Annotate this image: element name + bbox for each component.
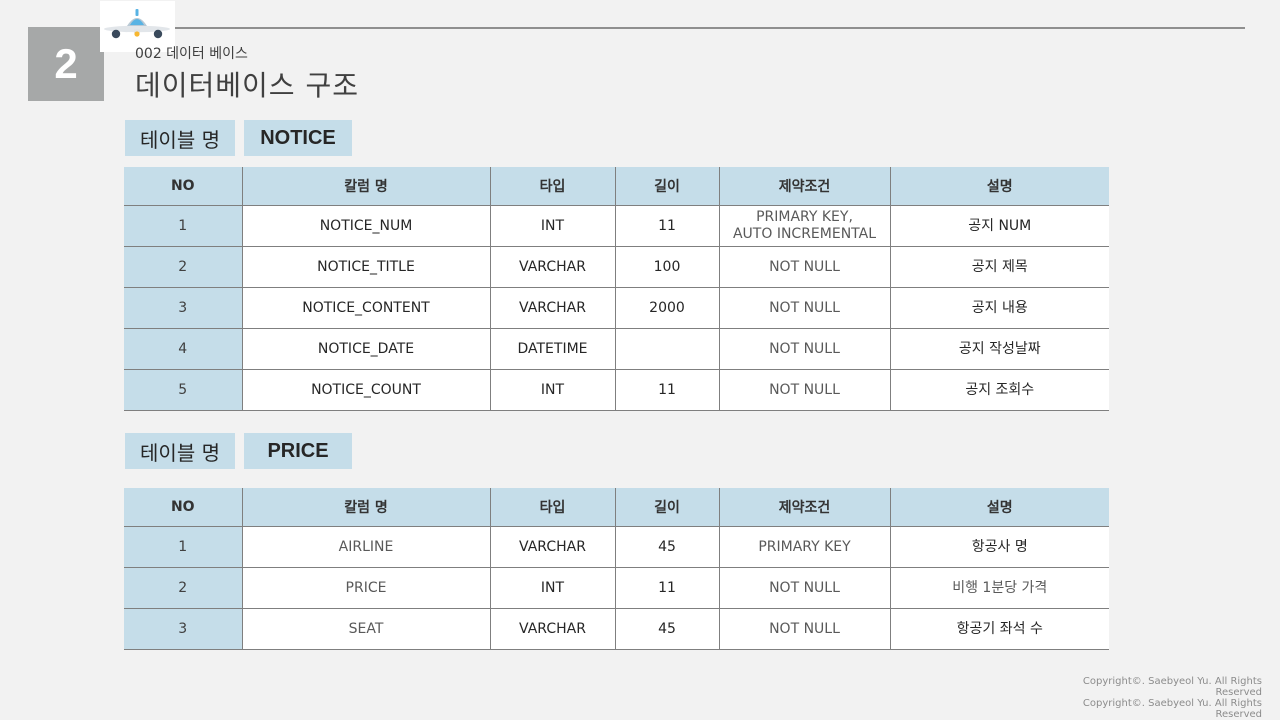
notice-table: NO 칼럼 명 타입 길이 제약조건 설명 1 NOTICE_NUM INT 1… [124,167,1109,411]
cell-type: DATETIME [489,328,615,370]
cell-constraint: NOT NULL [718,287,890,329]
col-header-type: 타입 [489,488,615,527]
table-row: 2 PRICE INT 11 NOT NULL 비행 1분당 가격 [124,567,1109,609]
col-header-constraint: 제약조건 [718,167,890,206]
cell-no: 2 [124,567,242,609]
cell-no: 3 [124,608,242,650]
cell-column: AIRLINE [241,526,490,568]
cell-type: VARCHAR [489,246,615,288]
cell-column: PRICE [241,567,490,609]
section-subtitle: 002 데이터 베이스 [135,46,248,62]
cell-no: 5 [124,369,242,411]
page-title: 데이터베이스 구조 [135,69,359,102]
col-header-column: 칼럼 명 [241,167,490,206]
cell-constraint: NOT NULL [718,608,890,650]
col-header-constraint: 제약조건 [718,488,890,527]
cell-description: 항공기 좌석 수 [889,608,1109,650]
cell-length [614,328,719,370]
cell-constraint: PRIMARY KEY, AUTO INCREMENTAL [718,205,890,247]
cell-length: 11 [614,567,719,609]
table-label: 테이블 명 [125,120,235,156]
cell-column: NOTICE_COUNT [241,369,490,411]
cell-no: 3 [124,287,242,329]
cell-column: NOTICE_NUM [241,205,490,247]
cell-type: INT [489,205,615,247]
cell-length: 45 [614,608,719,650]
cell-constraint: PRIMARY KEY [718,526,890,568]
cell-column: NOTICE_CONTENT [241,287,490,329]
table-name-notice: NOTICE [244,120,352,156]
logo [100,1,175,52]
cell-description: 공지 제목 [889,246,1109,288]
top-divider [104,27,1245,29]
col-header-type: 타입 [489,167,615,206]
table-row: 5 NOTICE_COUNT INT 11 NOT NULL 공지 조회수 [124,369,1109,411]
cell-constraint: NOT NULL [718,369,890,411]
cell-description: 공지 작성날짜 [889,328,1109,370]
col-header-description: 설명 [889,488,1109,527]
cell-no: 1 [124,526,242,568]
cell-column: NOTICE_DATE [241,328,490,370]
airplane-icon [104,9,170,39]
table-name-price: PRICE [244,433,352,469]
cell-type: VARCHAR [489,526,615,568]
table-header-row: NO 칼럼 명 타입 길이 제약조건 설명 [124,488,1109,527]
cell-type: INT [489,369,615,411]
cell-no: 2 [124,246,242,288]
price-table: NO 칼럼 명 타입 길이 제약조건 설명 1 AIRLINE VARCHAR … [124,488,1109,650]
table-header-row: NO 칼럼 명 타입 길이 제약조건 설명 [124,167,1109,206]
cell-length: 45 [614,526,719,568]
cell-description: 공지 내용 [889,287,1109,329]
col-header-no: NO [124,488,242,527]
col-header-no: NO [124,167,242,206]
table-row: 2 NOTICE_TITLE VARCHAR 100 NOT NULL 공지 제… [124,246,1109,288]
copyright-line: Copyright©. Saebyeol Yu. All Rights Rese… [1082,676,1262,698]
col-header-length: 길이 [614,167,719,206]
cell-no: 1 [124,205,242,247]
cell-length: 11 [614,369,719,411]
table-row: 4 NOTICE_DATE DATETIME NOT NULL 공지 작성날짜 [124,328,1109,370]
cell-description: 항공사 명 [889,526,1109,568]
cell-constraint: NOT NULL [718,246,890,288]
cell-column: SEAT [241,608,490,650]
table-row: 3 NOTICE_CONTENT VARCHAR 2000 NOT NULL 공… [124,287,1109,329]
cell-column: NOTICE_TITLE [241,246,490,288]
col-header-length: 길이 [614,488,719,527]
cell-description: 공지 조회수 [889,369,1109,411]
cell-length: 2000 [614,287,719,329]
cell-no: 4 [124,328,242,370]
copyright-notice: Copyright©. Saebyeol Yu. All Rights Rese… [1082,676,1262,720]
table-row: 1 NOTICE_NUM INT 11 PRIMARY KEY, AUTO IN… [124,205,1109,247]
cell-type: INT [489,567,615,609]
table-label: 테이블 명 [125,433,235,469]
cell-constraint: NOT NULL [718,567,890,609]
table-row: 1 AIRLINE VARCHAR 45 PRIMARY KEY 항공사 명 [124,526,1109,568]
col-header-column: 칼럼 명 [241,488,490,527]
cell-type: VARCHAR [489,287,615,329]
cell-description: 비행 1분당 가격 [889,567,1109,609]
cell-type: VARCHAR [489,608,615,650]
cell-description: 공지 NUM [889,205,1109,247]
cell-constraint: NOT NULL [718,328,890,370]
cell-length: 11 [614,205,719,247]
table-row: 3 SEAT VARCHAR 45 NOT NULL 항공기 좌석 수 [124,608,1109,650]
copyright-line: Copyright©. Saebyeol Yu. All Rights Rese… [1082,698,1262,720]
slide-number: 2 [28,27,104,101]
cell-length: 100 [614,246,719,288]
col-header-description: 설명 [889,167,1109,206]
